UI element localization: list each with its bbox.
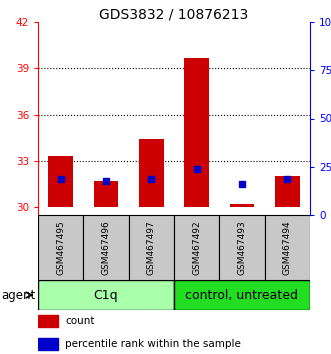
Text: agent: agent — [2, 289, 36, 302]
Bar — [265, 215, 310, 280]
Bar — [139, 139, 164, 207]
Text: GSM467493: GSM467493 — [238, 220, 247, 275]
Text: GSM467494: GSM467494 — [283, 220, 292, 275]
Bar — [219, 215, 265, 280]
Bar — [229, 204, 255, 207]
Bar — [83, 215, 129, 280]
Bar — [174, 215, 219, 280]
Bar — [174, 280, 310, 310]
Text: GSM467496: GSM467496 — [102, 220, 111, 275]
Bar — [275, 176, 300, 207]
Text: count: count — [65, 316, 95, 326]
Bar — [129, 215, 174, 280]
Bar — [94, 181, 118, 207]
Bar — [48, 156, 73, 207]
Bar — [38, 280, 174, 310]
Bar — [38, 315, 58, 327]
Text: GSM467497: GSM467497 — [147, 220, 156, 275]
Text: percentile rank within the sample: percentile rank within the sample — [65, 339, 241, 349]
Text: GSM467495: GSM467495 — [56, 220, 65, 275]
Text: GSM467492: GSM467492 — [192, 220, 201, 275]
Text: C1q: C1q — [94, 289, 118, 302]
Text: control, untreated: control, untreated — [185, 289, 299, 302]
Bar — [38, 215, 83, 280]
Bar — [184, 57, 209, 207]
Bar — [38, 338, 58, 350]
Text: GDS3832 / 10876213: GDS3832 / 10876213 — [99, 8, 249, 22]
